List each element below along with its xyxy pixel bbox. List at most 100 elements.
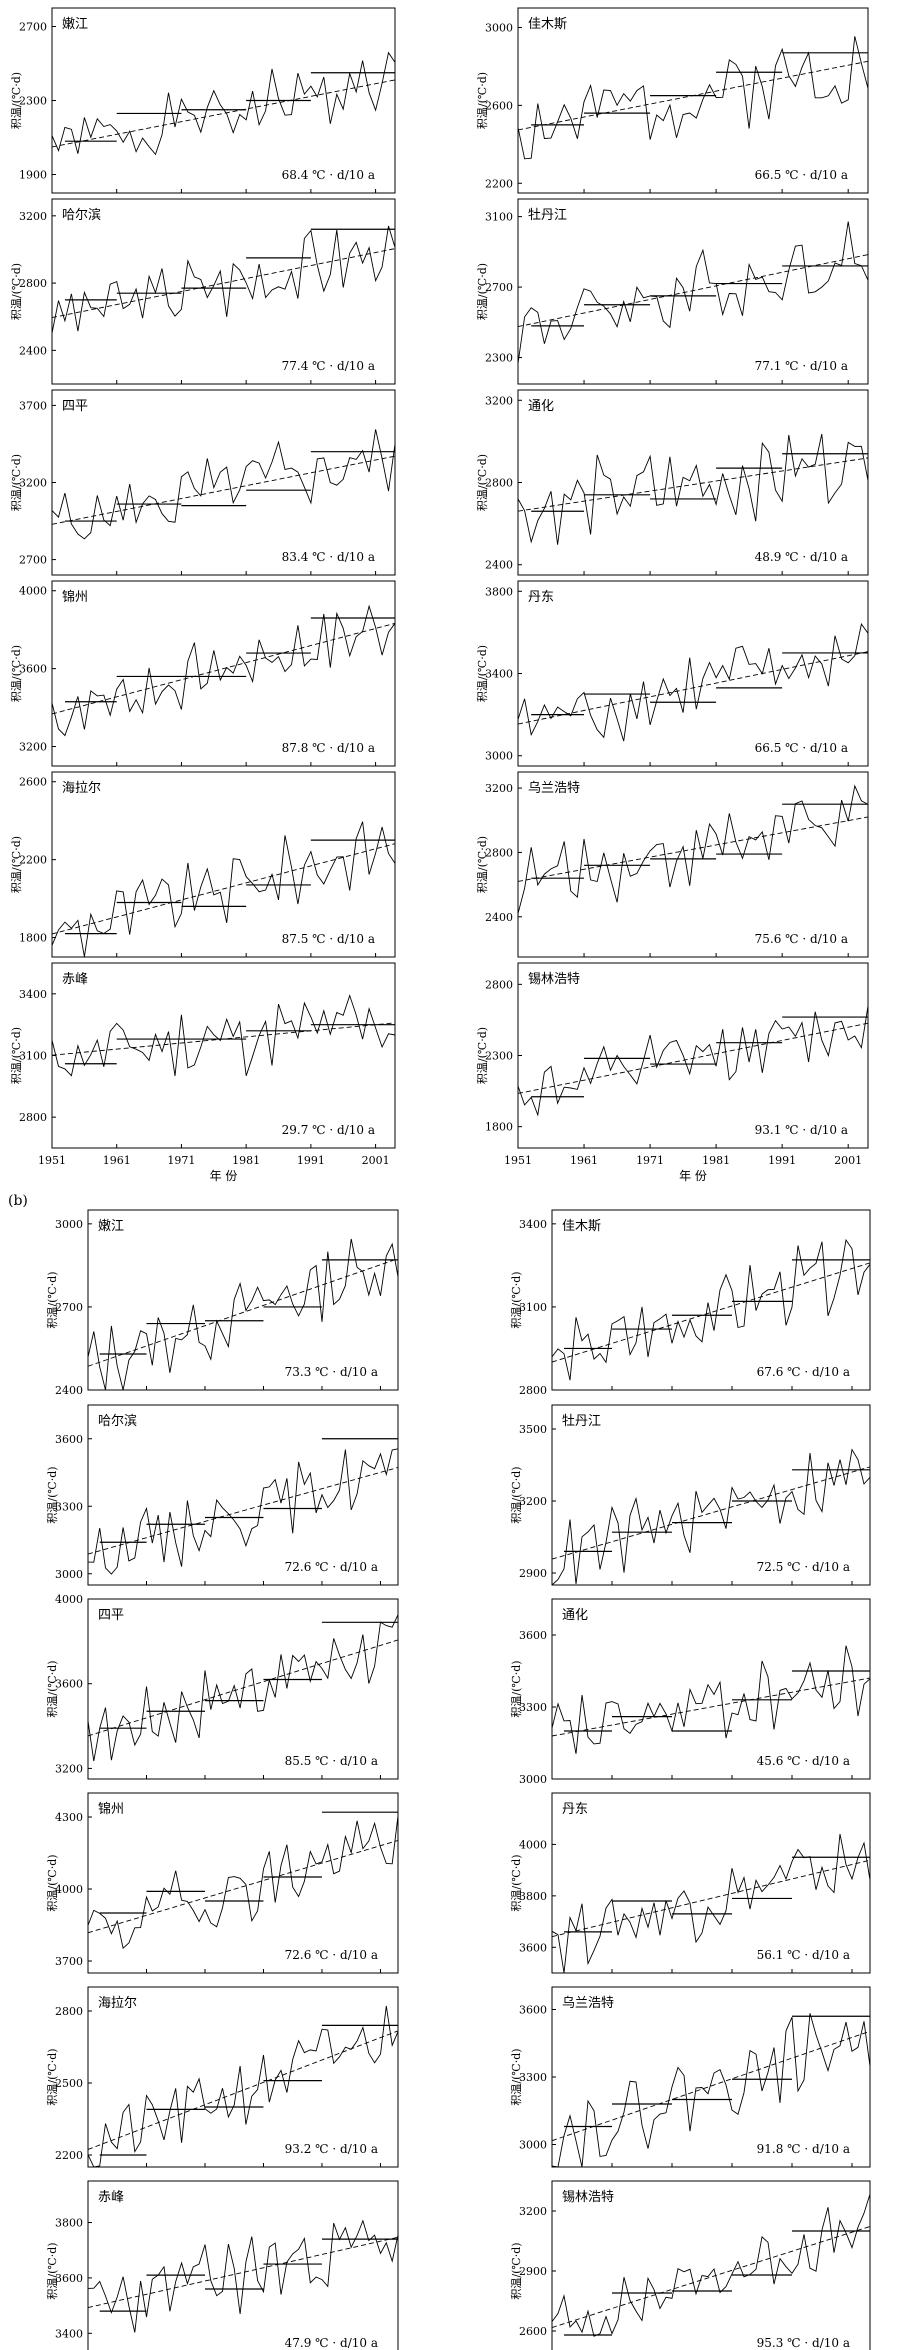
panel-title: 通化	[562, 1608, 588, 1623]
plot-frame	[551, 1209, 871, 1391]
trend-rate-label: 77.4 ℃ · d/10 a	[282, 359, 375, 373]
series-line	[517, 221, 869, 364]
panel-title: 牡丹江	[562, 1414, 601, 1429]
x-tick-label: 1951	[504, 1154, 532, 1167]
y-tick-label: 2300	[485, 352, 513, 365]
panel-b-label: (b)	[8, 1193, 28, 1209]
x-tick-label: 1991	[768, 1154, 796, 1167]
y-tick-label: 2800	[19, 277, 47, 290]
y-axis-label: 积温/(℃·d)	[510, 1854, 523, 1911]
plot-frame	[87, 1792, 399, 1974]
y-tick-label: 3000	[485, 21, 513, 34]
y-tick-label: 2800	[519, 1384, 547, 1397]
panel-title: 四平	[62, 399, 88, 414]
plot-frame	[87, 1986, 399, 2168]
series-line	[517, 433, 869, 545]
plot-frame	[517, 580, 869, 767]
trend-line	[87, 1639, 399, 1737]
y-tick-label: 2400	[485, 911, 513, 924]
y-tick-label: 4000	[55, 1593, 83, 1606]
x-axis-label: 年 份	[679, 1169, 707, 1183]
series-line	[517, 36, 869, 160]
plot-frame	[51, 7, 396, 194]
trend-line	[87, 2030, 399, 2150]
plot-frame	[517, 198, 869, 385]
panel-title: 锡林浩特	[528, 972, 580, 987]
y-tick-label: 2700	[19, 554, 47, 567]
y-tick-label: 3200	[19, 741, 47, 754]
y-tick-label: 3100	[485, 211, 513, 224]
trend-rate-label: 87.8 ℃ · d/10 a	[282, 741, 375, 755]
chart-panel: 2900 3200 3500 积温/(℃·d) 牡丹江 72.5 ℃ · d/10 a	[510, 1404, 871, 1586]
y-tick-label: 4000	[519, 1838, 547, 1851]
chart-panel: 2300 2700 3100 积温/(℃·d) 牡丹江 77.1 ℃ · d/10 a	[476, 198, 869, 385]
y-tick-label: 3700	[55, 1955, 83, 1968]
chart-panel: 2800 3100 3400 积温/(℃·d) 赤峰 29.7 ℃ · d/10 a 195…	[10, 962, 396, 1183]
y-tick-label: 3600	[55, 1433, 83, 1446]
y-tick-label: 3100	[19, 1050, 47, 1063]
chart-panel: 3600 3800 4000 积温/(℃·d) 丹东 56.1 ℃ · d/10 a	[510, 1792, 871, 1974]
trend-rate-label: 85.5 ℃ · d/10 a	[285, 1754, 378, 1768]
chart-panel: 2200 2600 3000 积温/(℃·d) 佳木斯 66.5 ℃ · d/10 a	[476, 7, 869, 194]
trend-line	[517, 1022, 869, 1094]
y-tick-label: 3200	[485, 394, 513, 407]
chart-panel: 3000 3300 3600 积温/(℃·d) 哈尔滨 72.6 ℃ · d/10 a	[46, 1404, 399, 1586]
trend-line	[517, 457, 869, 512]
x-tick-label: 2001	[362, 1154, 390, 1167]
panel-title: 佳木斯	[562, 1219, 601, 1234]
x-axis-label: 年 份	[210, 1169, 238, 1183]
chart-panel: 2400 2700 3000 积温/(℃·d) 嫩江 73.3 ℃ · d/10 a	[46, 1209, 399, 1397]
panel-title: 乌兰浩特	[562, 1995, 614, 2011]
trend-rate-label: 77.1 ℃ · d/10 a	[755, 359, 848, 373]
y-axis-label: 积温/(℃·d)	[10, 72, 23, 129]
panel-title: 锦州	[98, 1802, 124, 1817]
y-tick-label: 4300	[55, 1811, 83, 1824]
trend-line	[551, 1262, 871, 1363]
y-axis-label: 积温/(℃·d)	[10, 836, 23, 893]
y-tick-label: 2700	[55, 1301, 83, 1314]
chart-panel: 2400 2800 3200 积温/(℃·d) 通化 48.9 ℃ · d/10 a	[476, 389, 869, 576]
y-axis-label: 积温/(℃·d)	[476, 72, 489, 129]
series-line	[551, 2193, 871, 2337]
trend-rate-label: 95.3 ℃ · d/10 a	[757, 2336, 850, 2350]
trend-rate-label: 72.6 ℃ · d/10 a	[285, 1948, 378, 1962]
y-axis-label: 积温/(℃·d)	[510, 2242, 523, 2299]
y-tick-label: 3800	[55, 2217, 83, 2230]
trend-rate-label: 66.5 ℃ · d/10 a	[755, 741, 848, 755]
trend-line	[551, 1677, 871, 1737]
y-axis-label: 积温/(℃·d)	[46, 2048, 59, 2105]
series-line	[51, 429, 396, 540]
plot-frame	[551, 2180, 871, 2350]
x-tick-label: 1961	[570, 1154, 598, 1167]
plot-frame	[51, 771, 396, 958]
y-tick-label: 2500	[55, 2077, 83, 2090]
y-tick-label: 3600	[519, 2004, 547, 2017]
panel-title: 丹东	[562, 1802, 588, 1817]
trend-rate-label: 29.7 ℃ · d/10 a	[282, 1123, 375, 1137]
y-axis-label: 积温/(℃·d)	[476, 263, 489, 320]
y-tick-label: 2700	[485, 281, 513, 294]
series-line	[551, 1448, 871, 1586]
series-line	[51, 604, 396, 737]
panel-title: 哈尔滨	[98, 1413, 137, 1429]
x-tick-label: 1951	[38, 1154, 66, 1167]
x-tick-label: 2001	[834, 1154, 862, 1167]
series-line	[51, 51, 396, 156]
y-tick-label: 3000	[519, 1773, 547, 1786]
chart-panel: 3700 4000 4300 积温/(℃·d) 锦州 72.6 ℃ · d/10 a	[46, 1792, 399, 1974]
x-tick-label: 1991	[297, 1154, 325, 1167]
y-axis-label: 积温/(℃·d)	[476, 454, 489, 511]
y-tick-label: 1800	[485, 1121, 513, 1134]
series-line	[551, 2013, 871, 2168]
plot-frame	[87, 1598, 399, 1780]
trend-rate-label: 66.5 ℃ · d/10 a	[755, 168, 848, 182]
y-tick-label: 2900	[519, 1567, 547, 1580]
y-tick-label: 3400	[485, 668, 513, 681]
plot-frame	[551, 1792, 871, 1974]
plot-frame	[517, 389, 869, 576]
y-tick-label: 2800	[485, 978, 513, 991]
y-tick-label: 2400	[485, 559, 513, 572]
